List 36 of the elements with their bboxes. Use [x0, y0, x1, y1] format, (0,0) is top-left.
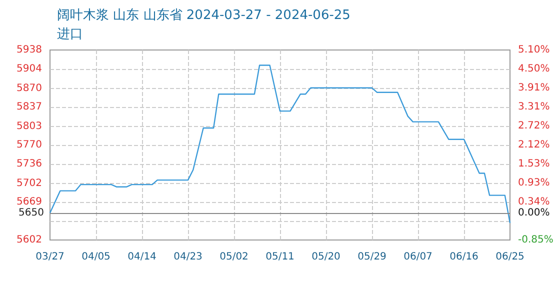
x-tick-label: 05/11 — [266, 252, 294, 262]
x-tick-label: 05/20 — [312, 252, 340, 262]
y2-tick-label: 3.91% — [518, 82, 550, 94]
x-tick-label: 04/05 — [82, 252, 110, 262]
y2-tick-label: 0.00% — [518, 207, 550, 218]
y-tick-label: 5938 — [16, 44, 42, 56]
y-tick-label: 5837 — [16, 102, 42, 113]
y-tick-label: 5736 — [16, 158, 42, 170]
x-tick-label: 03/27 — [36, 252, 64, 262]
chart-title: 阔叶木浆 山东 山东省 2024-03-27 - 2024-06-25 — [57, 8, 350, 23]
y-tick-label: 5770 — [16, 140, 42, 150]
x-tick-label: 05/29 — [358, 252, 386, 262]
x-tick-label: 04/23 — [174, 252, 202, 262]
y-tick-label: 5803 — [16, 120, 42, 132]
y2-tick-label: 4.50% — [518, 64, 550, 75]
ref-line-label: 5650 — [18, 207, 44, 218]
y2-tick-label: 0.34% — [518, 196, 550, 208]
x-tick-label: 06/16 — [450, 252, 478, 262]
y-tick-label: 5870 — [16, 82, 42, 94]
y2-tick-label: 3.31% — [518, 102, 550, 113]
chart-subtitle: 进口 — [57, 27, 83, 42]
y2-tick-label: -0.85% — [518, 234, 554, 246]
y2-tick-label: 2.72% — [518, 120, 550, 132]
y-tick-label: 5602 — [16, 234, 42, 246]
x-tick-label: 05/02 — [220, 252, 248, 262]
x-tick-label: 06/25 — [496, 252, 524, 262]
line-series — [49, 64, 511, 224]
y-tick-label: 5702 — [16, 178, 42, 189]
y-tick-label: 5904 — [16, 64, 42, 75]
y-tick-label: 5669 — [16, 196, 42, 208]
x-tick-label: 06/07 — [404, 252, 432, 262]
y2-tick-label: 2.12% — [518, 140, 550, 151]
y2-tick-label: 5.10% — [518, 44, 550, 56]
y2-tick-label: 0.93% — [518, 178, 550, 189]
y2-tick-label: 1.53% — [518, 158, 550, 170]
x-tick-label: 04/14 — [128, 252, 156, 262]
